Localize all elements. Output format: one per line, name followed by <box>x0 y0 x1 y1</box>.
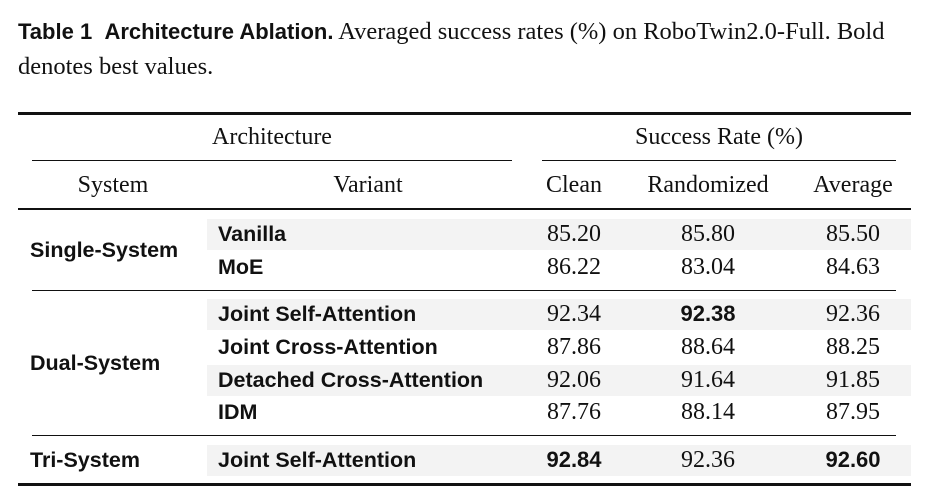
average-value: 84.63 <box>826 254 880 280</box>
randomized-value: 92.36 <box>681 447 735 473</box>
table-caption: Table 1 Architecture Ablation. Averaged … <box>18 14 923 84</box>
variant-label: Joint Self-Attention <box>218 448 417 472</box>
clean-value: 92.06 <box>547 367 601 393</box>
randomized-value: 88.64 <box>681 334 735 360</box>
row-shade <box>207 445 911 476</box>
clean-value: 85.20 <box>547 221 601 247</box>
clean-value-best: 92.84 <box>546 447 602 472</box>
table-bottom-rule <box>18 483 911 486</box>
system-label: Dual-System <box>30 351 161 375</box>
randomized-value: 85.80 <box>681 221 735 247</box>
clean-value: 92.34 <box>547 301 601 327</box>
header-clean: Clean <box>546 172 602 198</box>
average-value: 88.25 <box>826 334 880 360</box>
clean-value: 87.86 <box>547 334 601 360</box>
variant-label: Joint Self-Attention <box>218 302 417 326</box>
average-value: 92.36 <box>826 301 880 327</box>
caption-text: Averaged success rates (%) on RoboTwin2.… <box>18 18 885 80</box>
average-value-best: 92.60 <box>825 447 881 472</box>
average-value: 87.95 <box>826 399 880 425</box>
header-system: System <box>77 172 149 198</box>
average-value: 85.50 <box>826 221 880 247</box>
average-value: 91.85 <box>826 367 880 393</box>
clean-value: 87.76 <box>547 399 601 425</box>
randomized-value: 83.04 <box>681 254 735 280</box>
randomized-value: 91.64 <box>681 367 735 393</box>
variant-label: IDM <box>218 400 258 424</box>
group-separator-rule <box>32 435 896 436</box>
randomized-value: 88.14 <box>681 399 735 425</box>
header-randomized: Randomized <box>647 172 769 198</box>
clean-value: 86.22 <box>547 254 601 280</box>
group-separator-rule <box>32 290 896 291</box>
variant-label: Joint Cross-Attention <box>218 335 438 359</box>
variant-label: Detached Cross-Attention <box>218 368 484 392</box>
table-top-rule <box>18 112 911 115</box>
header-bottom-rule <box>18 208 911 210</box>
caption-title: Architecture Ablation. <box>104 19 334 44</box>
header-variant: Variant <box>333 172 403 198</box>
system-label: Tri-System <box>30 448 140 472</box>
system-label: Single-System <box>30 238 179 262</box>
randomized-value-best: 92.38 <box>680 301 736 326</box>
header-architecture: Architecture <box>212 124 332 150</box>
header-success-rate: Success Rate (%) <box>635 124 803 150</box>
header-average: Average <box>813 172 893 198</box>
row-shade <box>207 299 911 330</box>
variant-label: Vanilla <box>218 222 287 246</box>
architecture-midrule <box>32 160 512 161</box>
row-shade <box>207 219 911 250</box>
variant-label: MoE <box>218 255 264 279</box>
caption-label: Table 1 <box>18 19 93 44</box>
success-rate-midrule <box>542 160 896 161</box>
row-shade <box>207 365 911 396</box>
